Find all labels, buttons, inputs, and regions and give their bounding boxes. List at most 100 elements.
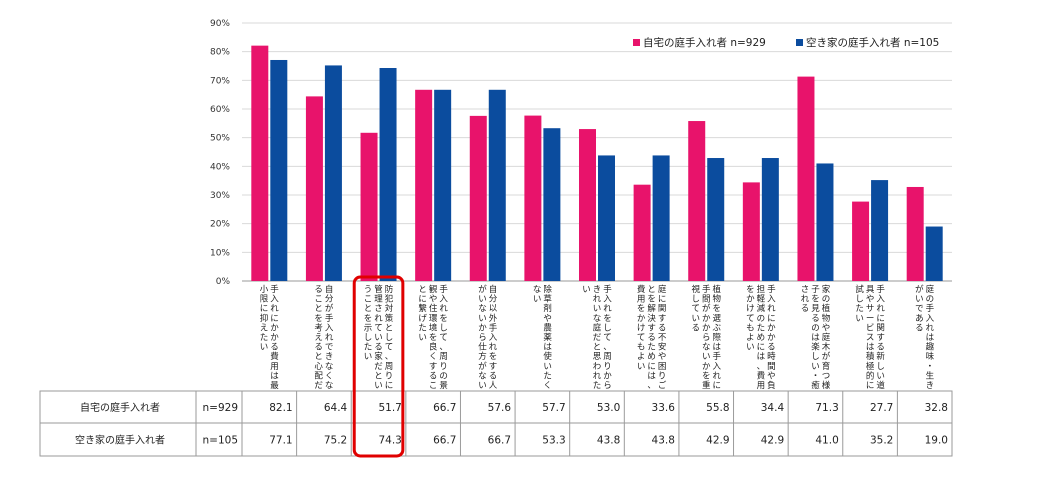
category-label-char: い — [637, 362, 646, 372]
category-label-char: 思 — [593, 352, 602, 362]
category-label-char: に — [270, 314, 279, 324]
category-label-char: 考 — [314, 323, 323, 333]
data-label: 66.7 — [433, 435, 456, 447]
category-label-char: 人 — [489, 381, 498, 391]
category-label-char: い — [811, 362, 820, 372]
category-label-char: け — [746, 304, 755, 314]
bar-home — [742, 182, 760, 281]
category-label-column: とを解決するためには、 — [647, 285, 656, 391]
category-label-column: 子を見るのは楽しい・癒 — [811, 285, 820, 391]
bar-home — [579, 129, 596, 281]
category-label-char: 決 — [647, 313, 656, 324]
category-label-char: な — [533, 285, 542, 295]
category-label-char: 間 — [702, 295, 711, 305]
category-label-char: た — [757, 323, 766, 333]
category-label-char: 趣 — [926, 342, 935, 353]
y-tick-label: 10% — [210, 248, 230, 258]
category-label-char: が — [478, 284, 487, 295]
category-label-char: や — [543, 314, 552, 324]
category-label-column: 手入れをして、周りの景 — [439, 284, 448, 391]
category-label-char: れ — [712, 371, 721, 381]
category-label-char: 、 — [757, 362, 766, 372]
category-label-char: し — [876, 362, 885, 372]
category-label-char: の — [439, 371, 448, 381]
category-label-char: 用 — [270, 362, 279, 372]
category-label-column: 手入れをして、周りから — [603, 284, 612, 391]
category-label-char: ら — [702, 333, 711, 343]
category-label-char: る — [811, 314, 820, 324]
category-label-char: る — [876, 343, 885, 353]
category-label-char: は — [926, 333, 935, 343]
data-label: 57.7 — [542, 402, 565, 414]
data-label: 77.1 — [269, 435, 292, 447]
category-label-char: 農 — [543, 322, 552, 333]
data-label: 75.2 — [324, 435, 347, 447]
category-label-char: 手 — [926, 303, 935, 314]
category-label-char: 植 — [822, 303, 831, 314]
category-label-char: め — [757, 333, 766, 343]
category-label-char: 入 — [270, 295, 279, 305]
category-label-char: く — [429, 352, 438, 362]
category-label-char: ・ — [926, 362, 935, 372]
category-label-column: をかけてもよい — [746, 285, 755, 353]
category-label-char: て — [637, 333, 646, 343]
category-label-char: ス — [866, 333, 875, 343]
category-label-char: か — [702, 362, 711, 372]
category-label-char: 景 — [439, 381, 448, 391]
category-label-char: た — [543, 371, 552, 381]
category-label-char: て — [374, 323, 383, 333]
category-label-char: な — [325, 381, 334, 391]
category-label-char: 周 — [439, 352, 448, 362]
category-label-char: 担 — [757, 284, 766, 295]
category-label-char: わ — [593, 362, 602, 372]
category-label-char: 時 — [767, 352, 776, 362]
category-label-char: を — [489, 352, 498, 362]
category-label-column: 手間がかからないかを重 — [702, 284, 711, 391]
category-label-char: し — [811, 352, 820, 362]
category-label-char: 入 — [876, 295, 885, 305]
bar-vacant — [324, 65, 342, 281]
category-label-char: な — [478, 304, 487, 314]
category-label-char: 軽 — [757, 295, 766, 305]
category-label-char: す — [647, 323, 656, 333]
category-label-char: 分 — [489, 295, 498, 305]
category-label-char: 心 — [314, 362, 323, 372]
category-label-char: 視 — [691, 284, 700, 295]
category-label-char: い — [418, 333, 427, 343]
y-tick-label: 20% — [210, 220, 230, 230]
category-label-column: 自分以外手入れをする人 — [489, 284, 498, 391]
bar-vacant — [598, 155, 615, 281]
category-label-column: 防犯対策として、周りに — [385, 284, 394, 391]
category-label-char: 自 — [489, 284, 498, 295]
bar-vacant — [543, 128, 561, 281]
category-label-char: し — [364, 333, 373, 343]
category-label-char: 手 — [439, 284, 448, 295]
legend-label: 空き家の庭手入れ者 n=105 — [806, 36, 939, 49]
data-label: 35.2 — [870, 435, 893, 447]
category-label-char: と — [385, 323, 394, 333]
category-label-char: な — [702, 343, 711, 353]
category-label-char: 具 — [866, 285, 875, 295]
legend-label: 自宅の庭手入れ者 n=929 — [643, 36, 766, 49]
category-label-column: ることを考えると心配だ — [314, 285, 323, 391]
bar-home — [906, 186, 924, 281]
category-label-char: い — [593, 304, 602, 314]
highlight-box — [352, 275, 405, 458]
bar-vacant — [707, 158, 725, 281]
category-label-char: の — [822, 295, 831, 305]
category-label-column: ない — [533, 285, 542, 305]
category-label-char: 以 — [489, 304, 498, 314]
category-label-char: 手 — [325, 313, 334, 324]
category-label-char: と — [374, 371, 383, 381]
bar-home — [305, 96, 323, 282]
category-label-char: え — [260, 323, 269, 333]
bar-home — [524, 115, 542, 282]
category-label-char: と — [314, 304, 323, 314]
category-label-column: い — [582, 285, 591, 295]
category-label-char: が — [702, 303, 711, 314]
category-label-char: る — [489, 371, 498, 381]
category-label-char: は — [270, 371, 279, 381]
